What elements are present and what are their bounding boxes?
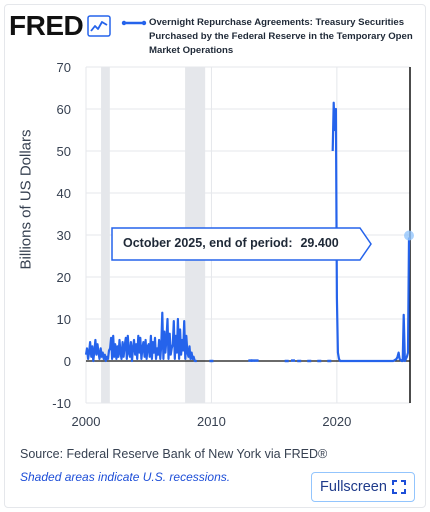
highlight-point[interactable] [403, 230, 414, 241]
y-tick-labels: -10 0 10 20 30 40 50 60 70 [52, 60, 71, 411]
tooltip-box [111, 227, 372, 261]
source-note: Source: Federal Reserve Bank of New York… [20, 447, 328, 461]
y-tick-50: 50 [57, 144, 71, 159]
legend-swatch [121, 20, 147, 26]
x-tick-2000: 2000 [72, 414, 101, 429]
data-tooltip: October 2025, end of period: 29.400 [111, 227, 372, 261]
y-tick-30: 30 [57, 228, 71, 243]
tooltip-label: October 2025, end of period: [123, 236, 293, 250]
y-tick-0: 0 [64, 354, 71, 369]
fullscreen-button[interactable]: Fullscreen [311, 472, 415, 502]
y-tick--10: -10 [52, 396, 71, 411]
x-tick-2020: 2020 [322, 414, 351, 429]
fred-logo[interactable]: FRED [9, 10, 111, 42]
line-chart-icon [87, 15, 111, 37]
x-tick-2010: 2010 [197, 414, 226, 429]
series-line-late[interactable] [331, 101, 411, 363]
series-line-early[interactable] [84, 311, 197, 363]
recession-note[interactable]: Shaded areas indicate U.S. recessions. [20, 470, 231, 484]
y-tick-10: 10 [57, 312, 71, 327]
data-series [84, 101, 411, 363]
expand-icon [391, 480, 406, 494]
fred-logo-text: FRED [9, 10, 84, 41]
y-tick-40: 40 [57, 186, 71, 201]
y-tick-20: 20 [57, 270, 71, 285]
tooltip-value: 29.400 [300, 236, 339, 250]
x-tick-labels: 2000 2010 2020 [72, 414, 352, 429]
legend-series-name: Overnight Repurchase Agreements: Treasur… [149, 17, 413, 56]
chart-legend: Overnight Repurchase Agreements: Treasur… [121, 16, 421, 58]
fullscreen-label: Fullscreen [320, 479, 387, 495]
y-tick-60: 60 [57, 102, 71, 117]
highlight-marker [403, 230, 414, 241]
y-tick-70: 70 [57, 60, 71, 75]
